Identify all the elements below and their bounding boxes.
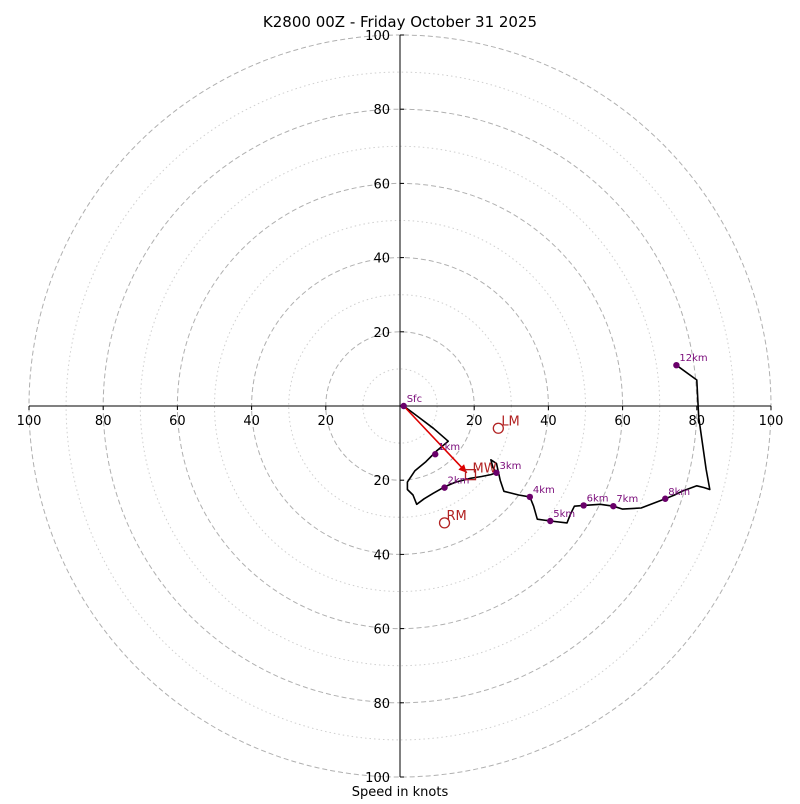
y-tick-up-label-3: 80 — [373, 103, 390, 118]
y-tick-down-label-4: 100 — [365, 771, 390, 786]
height-marker-dot-2 — [441, 484, 448, 491]
y-tick-down-label-2: 60 — [373, 623, 390, 638]
y-tick-down-label-3: 80 — [373, 697, 390, 712]
height-marker-label-8: 8km — [668, 487, 690, 498]
height-marker-label-3: 3km — [499, 461, 521, 472]
wind-profile — [403, 364, 711, 524]
height-marker-label-7: 7km — [616, 494, 638, 505]
shear-vector-arrowhead — [458, 464, 467, 473]
mw-marker — [464, 468, 477, 481]
height-marker-dot-3 — [493, 469, 500, 476]
profile-line — [403, 364, 711, 524]
mw-label: MW — [472, 462, 496, 477]
y-tick-down-label-1: 40 — [373, 548, 390, 563]
height-marker-dot-0 — [400, 402, 407, 410]
height-marker-dot-4 — [526, 493, 534, 501]
height-marker-label-6: 6km — [587, 493, 609, 504]
axes — [29, 35, 771, 777]
y-tick-up-label-1: 40 — [373, 252, 390, 267]
height-marker-label-5: 5km — [553, 509, 575, 520]
x-tick-label-9: 100 — [759, 414, 784, 429]
height-marker-dot-9 — [673, 361, 680, 369]
x-axis-label: Speed in knots — [352, 785, 449, 800]
height-marker-label-4: 4km — [533, 485, 555, 496]
x-tick-label-4: 20 — [318, 414, 335, 429]
height-markers: Sfc 1km 2km 3km 4km 5km 6km 7km 8km 12km — [400, 353, 708, 525]
x-tick-label-6: 40 — [540, 414, 557, 429]
height-marker-dot-8 — [662, 495, 669, 502]
y-tick-up-label-4: 100 — [365, 29, 390, 44]
x-tick-label-1: 80 — [95, 414, 112, 429]
height-marker-dot-7 — [610, 502, 617, 510]
x-tick-label-5: 20 — [466, 414, 483, 429]
height-marker-dot-5 — [547, 517, 554, 525]
height-marker-label-2: 2km — [448, 476, 470, 487]
y-tick-up-label-2: 60 — [373, 177, 390, 192]
y-tick-down-label-0: 20 — [373, 474, 390, 489]
height-marker-label-9: 12km — [679, 353, 707, 364]
x-tick-label-0: 100 — [17, 414, 42, 429]
storm-motion: MW RM LM — [403, 405, 520, 529]
rm-label: RM — [447, 509, 467, 524]
x-tick-label-2: 60 — [169, 414, 186, 429]
y-tick-up-label-0: 20 — [373, 326, 390, 341]
x-tick-label-7: 60 — [614, 414, 631, 429]
x-tick-label-3: 40 — [243, 414, 260, 429]
tick-labels: 100 80 60 40 20 20 40 60 80 100 20 40 60 80 100 20 40 60 8… — [17, 29, 784, 786]
lm-marker — [492, 422, 504, 434]
height-marker-label-1: 1km — [438, 442, 460, 453]
height-marker-dot-1 — [432, 451, 439, 458]
rm-marker — [438, 517, 451, 529]
shear-vector-line — [403, 405, 468, 474]
x-tick-label-8: 80 — [689, 414, 706, 429]
lm-label: LM — [501, 414, 519, 429]
height-marker-dot-6 — [580, 502, 587, 509]
chart-title: K2800 00Z - Friday October 31 2025 — [263, 13, 537, 31]
height-marker-label-0: Sfc — [407, 394, 422, 405]
